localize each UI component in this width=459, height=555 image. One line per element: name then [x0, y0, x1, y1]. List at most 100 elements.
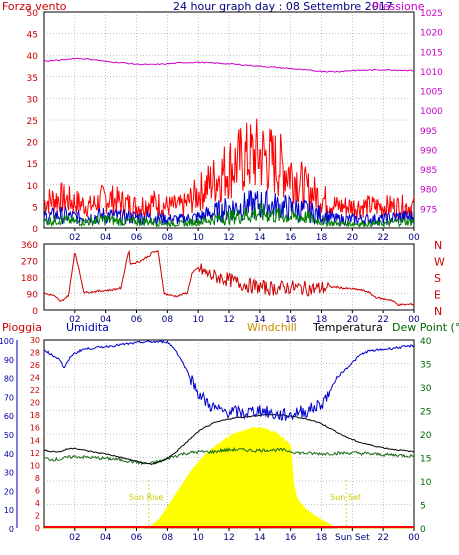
legend-pioggia: Pioggia: [2, 321, 42, 334]
legend-temperatura: Temperatura: [312, 321, 383, 334]
x-tick-label: 20: [347, 233, 359, 243]
y-tick-label-right: 985: [420, 166, 437, 176]
cardinal-label: N: [434, 239, 442, 252]
y-tick-label-rain: 30: [30, 336, 40, 345]
humidity-series: [43, 339, 415, 421]
x-tick-label: 18: [316, 533, 328, 543]
y-tick-label-left: 20: [27, 139, 39, 149]
x-tick-label: 14: [254, 315, 266, 325]
y-tick-label-rain: 2: [35, 511, 40, 520]
x-tick-label: 16: [285, 315, 297, 325]
cardinal-label: W: [434, 256, 445, 269]
cardinal-label: S: [434, 272, 441, 285]
y-tick-label-left: 360: [21, 241, 38, 251]
y-tick-label-humidity: 70: [4, 393, 14, 402]
y-tick-label-rain: 26: [30, 361, 40, 370]
sun-rise-label: Sun Rise: [129, 493, 164, 502]
wind-avg-series: [43, 190, 415, 227]
y-tick-label-left: 5: [32, 203, 38, 213]
y-tick-label-right: 990: [420, 146, 437, 156]
y-tick-label-left: 0: [32, 225, 38, 235]
y-tick-label-rain: 18: [30, 411, 40, 420]
x-tick-label: 08: [162, 315, 174, 325]
x-tick-label: 06: [131, 315, 143, 325]
x-tick-label: 00: [408, 315, 420, 325]
x-tick-label: 00: [408, 533, 420, 543]
y-tick-label-right: 10: [420, 478, 432, 488]
y-tick-label-left: 45: [27, 31, 38, 41]
y-tick-label-left: 35: [27, 74, 38, 84]
y-tick-label-left: 10: [27, 182, 39, 192]
y-tick-label-right: 35: [420, 361, 431, 371]
chart-title: 24 hour graph day : 08 Settembre 2017: [173, 0, 393, 13]
y-tick-label-rain: 10: [30, 461, 40, 470]
y-tick-label-right: 15: [420, 455, 431, 465]
legend-windchill: Windchill: [247, 321, 297, 334]
legend-dewpoint: Dew Point (°C: [392, 321, 459, 334]
y-tick-label-right: 995: [420, 127, 437, 137]
y-tick-label-right: 1015: [420, 48, 443, 58]
cardinal-label: N: [434, 305, 442, 318]
y-tick-label-humidity: 40: [4, 450, 14, 459]
y-tick-label-humidity: 0: [9, 525, 14, 534]
temp-humidity-panel: 1009080706050403020100302826242220181614…: [0, 336, 432, 543]
wind-pressure-panel: 5045403530252015105010251020101510101005…: [27, 9, 444, 243]
x-tick-label: 04: [100, 315, 112, 325]
x-tick-label: 10: [192, 533, 204, 543]
x-tick-label: 08: [162, 533, 174, 543]
y-tick-label-right: 1005: [420, 88, 443, 98]
y-tick-label-right: 20: [420, 431, 432, 441]
x-tick-label: 02: [69, 315, 80, 325]
y-tick-label-right: 0: [420, 525, 426, 535]
y-tick-label-left: 15: [27, 160, 38, 170]
y-tick-label-right: 1020: [420, 29, 443, 39]
y-tick-label-right: 1025: [420, 9, 443, 19]
x-tick-label: 04: [100, 233, 112, 243]
y-tick-label-right: 25: [420, 408, 431, 418]
wind-min-series: [43, 202, 415, 229]
y-tick-label-left: 40: [27, 52, 39, 62]
y-tick-label-humidity: 80: [4, 375, 14, 384]
x-tick-label: 16: [285, 233, 297, 243]
y-tick-label-rain: 6: [35, 486, 40, 495]
y-tick-label-right: 980: [420, 186, 437, 196]
y-tick-label-left: 30: [27, 95, 39, 105]
y-tick-label-humidity: 30: [4, 469, 14, 478]
y-tick-label-humidity: 10: [4, 506, 14, 515]
y-tick-label-rain: 14: [30, 436, 40, 445]
x-tick-label: 12: [223, 315, 234, 325]
direction-series: [43, 249, 415, 306]
x-tick-label: 10: [192, 315, 204, 325]
y-tick-label-left: 50: [27, 9, 39, 19]
y-tick-label-right: 30: [420, 384, 432, 394]
y-tick-label-humidity: 20: [4, 487, 14, 496]
x-tick-label: 22: [377, 233, 388, 243]
x-tick-label: 06: [131, 533, 143, 543]
dewpoint-series: [43, 446, 415, 466]
x-tick-label: 20: [347, 315, 359, 325]
x-tick-label: 16: [285, 533, 297, 543]
y-tick-label-rain: 28: [30, 349, 40, 358]
cardinal-label: E: [434, 289, 441, 302]
x-tick-label: 06: [131, 233, 143, 243]
x-tick-label: 18: [316, 315, 328, 325]
y-tick-label-left: 180: [21, 274, 38, 284]
pressure-axis-title: Pressione: [372, 0, 425, 13]
y-tick-label-rain: 24: [30, 374, 40, 383]
y-tick-label-rain: 20: [30, 399, 40, 408]
sun-set-label: Sun Set: [330, 493, 361, 502]
x-tick-label: 02: [69, 533, 80, 543]
wind-axis-title: Forza vento: [2, 0, 67, 13]
y-tick-label-rain: 4: [35, 499, 40, 508]
y-tick-label-right: 40: [420, 337, 432, 347]
x-tick-label: 02: [69, 233, 80, 243]
y-tick-label-rain: 12: [30, 449, 40, 458]
temperature-series: [43, 413, 414, 465]
y-tick-label-left: 270: [21, 258, 38, 268]
y-tick-label-rain: 0: [35, 524, 40, 533]
x-tick-label: Sun Set: [335, 533, 370, 543]
x-tick-label: 04: [100, 533, 112, 543]
x-tick-label: 12: [223, 533, 234, 543]
